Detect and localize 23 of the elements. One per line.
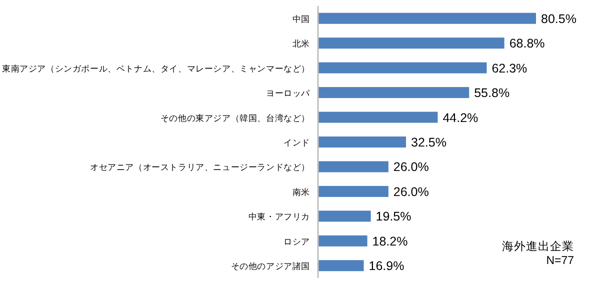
y-tick-label: 南米 [292,186,310,197]
data-label: 62.3% [492,61,528,76]
data-label: 68.8% [509,36,545,51]
data-label: 26.0% [393,160,429,174]
data-label: 44.2% [442,110,478,125]
y-tick-label: 中国 [292,14,310,24]
y-tick-label: オセアニア（オーストラリア、ニュージーランドなど） [90,162,310,172]
data-label: 18.2% [372,234,408,248]
annotation: 海外進出企業 N=77 [502,240,574,267]
y-tick-label: ヨーロッパ [266,88,312,98]
data-label: 16.9% [368,259,404,274]
data-label: 19.5% [376,210,412,224]
y-tick-label: 東南アジア（シンガポール、ベトナム、タイ、マレーシア、ミャンマーなど） [2,63,310,74]
y-tick-label: その他のアジア諸国 [230,261,310,272]
y-tick-label: その他の東アジア（韓国、台湾など） [160,112,310,123]
data-label: 55.8% [474,86,510,100]
y-tick-label: 北米 [292,38,310,49]
y-tick-label: ロシア [284,236,310,246]
data-label: 80.5% [541,12,576,26]
y-tick-label: インド [284,138,310,148]
y-tick-label: 中東・アフリカ [248,212,310,222]
data-label: 26.0% [393,184,429,199]
data-label: 32.5% [411,136,446,150]
